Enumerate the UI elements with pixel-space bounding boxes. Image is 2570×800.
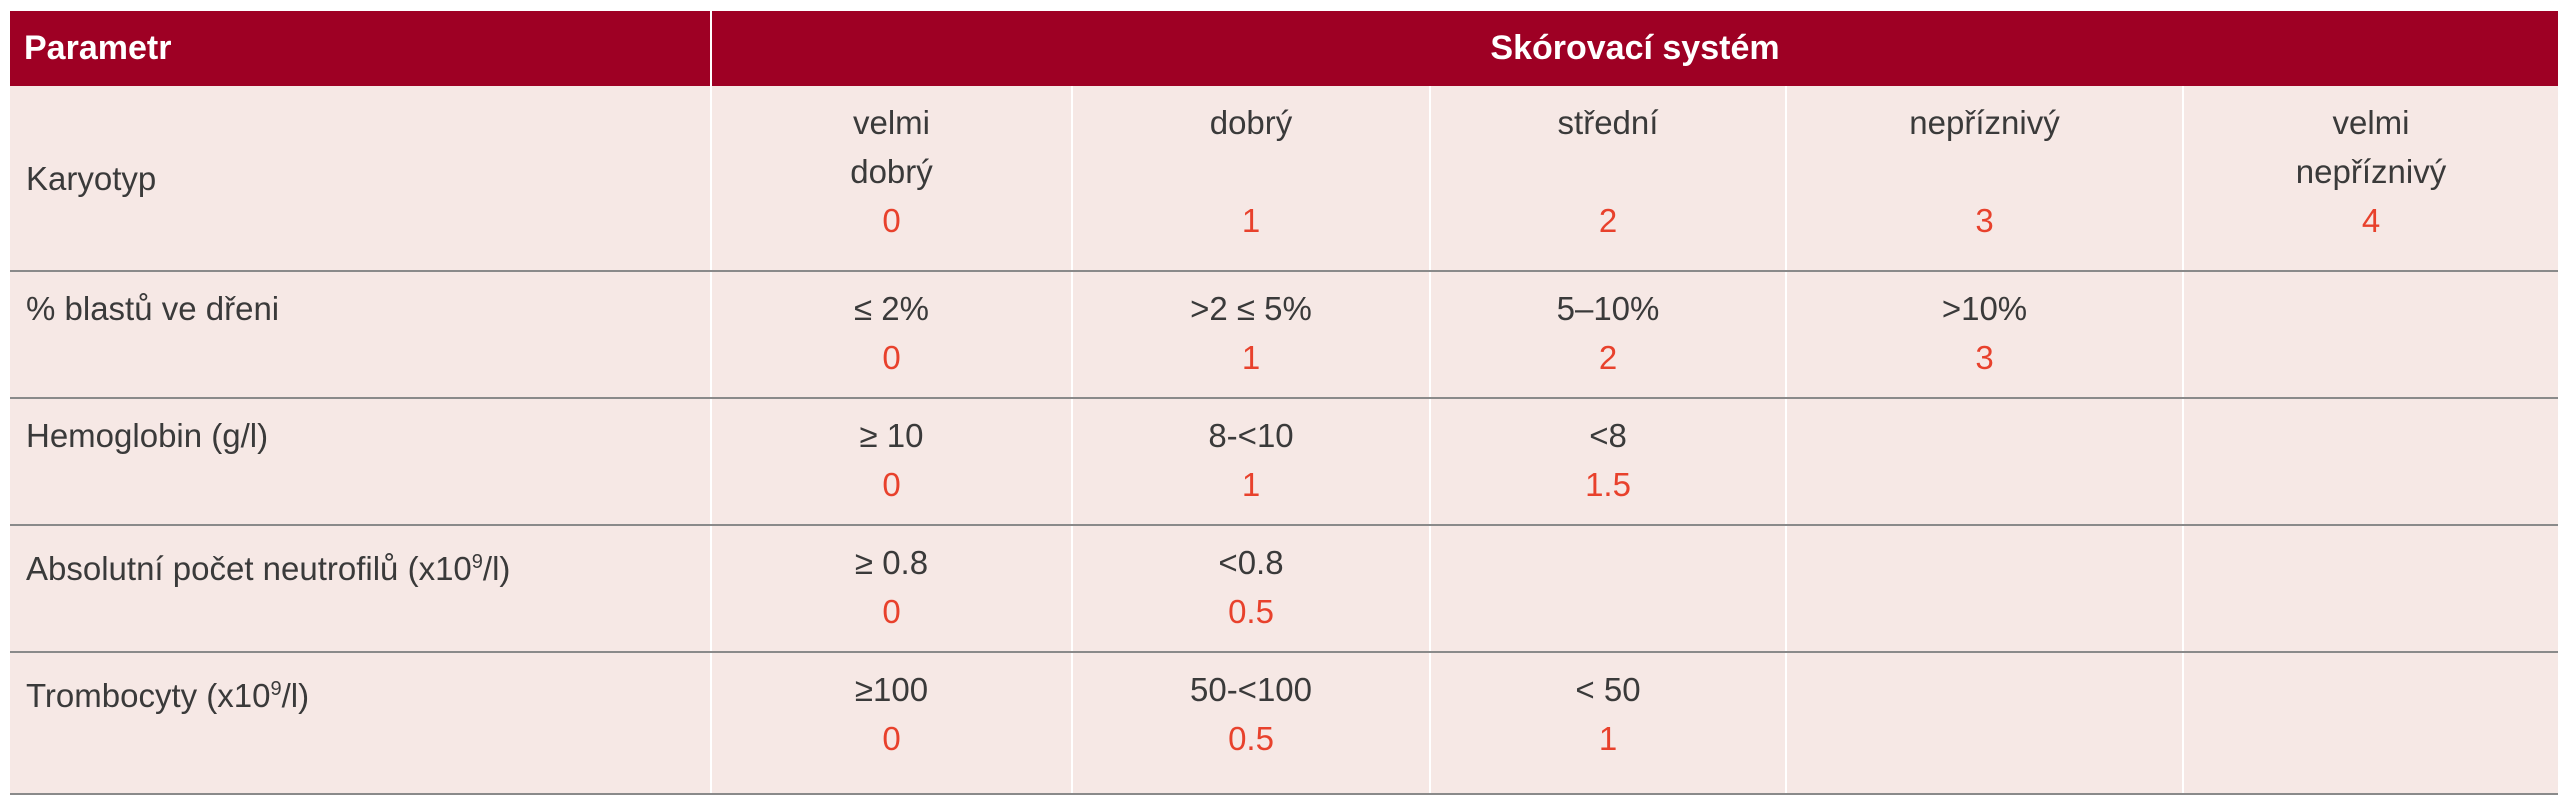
cell-hemoglobin-2: <8 1.5 (1430, 398, 1787, 526)
cell-neutrophils-2 (1430, 525, 1787, 653)
cell-label: 8-<10 (1208, 417, 1294, 454)
table-row-karyotyp: Karyotyp velmi dobrý 0 dobrý 1 střední 2… (10, 86, 2559, 272)
cell-label: < 50 (1575, 671, 1641, 708)
cell-label: 5–10% (1556, 290, 1660, 327)
cell-hemoglobin-4 (2183, 398, 2559, 526)
cell-hemoglobin-0: ≥ 10 0 (711, 398, 1073, 526)
cell-points: 1.5 (1585, 466, 1631, 503)
header-parametr: Parametr (10, 11, 712, 86)
cell-label: <8 (1589, 417, 1627, 454)
cell-label: ≤ 2% (854, 290, 929, 327)
table-row-platelets: Trombocyty (x109/l) ≥100 0 50-<100 0.5 <… (10, 652, 2559, 795)
cell-points: 0 (882, 202, 901, 239)
cell-label: velmi (2332, 104, 2410, 141)
param-hemoglobin: Hemoglobin (g/l) (10, 398, 712, 526)
cell-platelets-3 (1786, 652, 2184, 795)
cell-neutrophils-3 (1786, 525, 2184, 653)
cell-blasts-0: ≤ 2% 0 (711, 271, 1073, 399)
cell-label: ≥ 10 (859, 417, 924, 454)
cell-label: >10% (1941, 290, 2028, 327)
cell-label: 50-<100 (1189, 671, 1313, 708)
param-blasts: % blastů ve dřeni (10, 271, 712, 399)
cell-karyotyp-2: střední 2 (1430, 86, 1787, 272)
cell-hemoglobin-1: 8-<10 1 (1072, 398, 1431, 526)
cell-label: ≥ 0.8 (854, 544, 929, 581)
cell-blasts-3: >10% 3 (1786, 271, 2184, 399)
cell-points: 4 (2361, 202, 2381, 239)
cell-label: velmi (852, 104, 930, 141)
cell-blasts-1: >2 ≤ 5% 1 (1072, 271, 1431, 399)
cell-label: nepříznivý (2295, 153, 2447, 190)
table-row-neutrophils: Absolutní počet neutrofilů (x109/l) ≥ 0.… (10, 525, 2559, 653)
cell-karyotyp-3: nepříznivý 3 (1786, 86, 2184, 272)
cell-platelets-0: ≥100 0 (711, 652, 1073, 795)
param-neutrophils: Absolutní počet neutrofilů (x109/l) (10, 525, 712, 653)
cell-label: <0.8 (1218, 544, 1284, 581)
cell-label: ≥100 (854, 671, 929, 708)
cell-points: 1 (1241, 202, 1261, 239)
cell-points: 3 (1975, 202, 1994, 239)
cell-points: 0 (882, 466, 901, 503)
scoring-table: Parametr Skórovací systém Karyotyp velmi… (10, 11, 2559, 795)
cell-label: >2 ≤ 5% (1190, 290, 1312, 327)
scoring-table-container: Parametr Skórovací systém Karyotyp velmi… (10, 11, 2559, 795)
cell-points: 1 (1598, 720, 1618, 757)
cell-neutrophils-0: ≥ 0.8 0 (711, 525, 1073, 653)
table-row-hemoglobin: Hemoglobin (g/l) ≥ 10 0 8-<10 1 <8 1.5 (10, 398, 2559, 526)
cell-platelets-1: 50-<100 0.5 (1072, 652, 1431, 795)
cell-points: 0 (882, 720, 901, 757)
cell-platelets-4 (2183, 652, 2559, 795)
cell-karyotyp-0: velmi dobrý 0 (711, 86, 1073, 272)
cell-points: 2 (1598, 202, 1618, 239)
header-scoring-system: Skórovací systém (711, 11, 2559, 86)
cell-points: 1 (1241, 339, 1261, 376)
cell-points: 0.5 (1228, 593, 1274, 630)
cell-points: 0 (882, 593, 901, 630)
cell-karyotyp-4: velmi nepříznivý 4 (2183, 86, 2559, 272)
cell-label: dobrý (850, 153, 933, 190)
cell-points: 0.5 (1228, 720, 1274, 757)
table-row-blasts: % blastů ve dřeni ≤ 2% 0 >2 ≤ 5% 1 5–10%… (10, 271, 2559, 399)
cell-blasts-2: 5–10% 2 (1430, 271, 1787, 399)
cell-neutrophils-1: <0.8 0.5 (1072, 525, 1431, 653)
cell-karyotyp-1: dobrý 1 (1072, 86, 1431, 272)
cell-blasts-4 (2183, 271, 2559, 399)
cell-hemoglobin-3 (1786, 398, 2184, 526)
cell-points: 1 (1241, 466, 1261, 503)
cell-points: 0 (882, 339, 901, 376)
cell-points: 3 (1975, 339, 1994, 376)
param-platelets: Trombocyty (x109/l) (10, 652, 712, 795)
param-karyotyp: Karyotyp (10, 86, 712, 272)
cell-label: dobrý (1209, 104, 1293, 141)
cell-label: nepříznivý (1909, 104, 2060, 141)
cell-neutrophils-4 (2183, 525, 2559, 653)
cell-platelets-2: < 50 1 (1430, 652, 1787, 795)
table-header-row: Parametr Skórovací systém (10, 11, 2559, 86)
cell-label: střední (1557, 104, 1659, 141)
cell-points: 2 (1598, 339, 1618, 376)
